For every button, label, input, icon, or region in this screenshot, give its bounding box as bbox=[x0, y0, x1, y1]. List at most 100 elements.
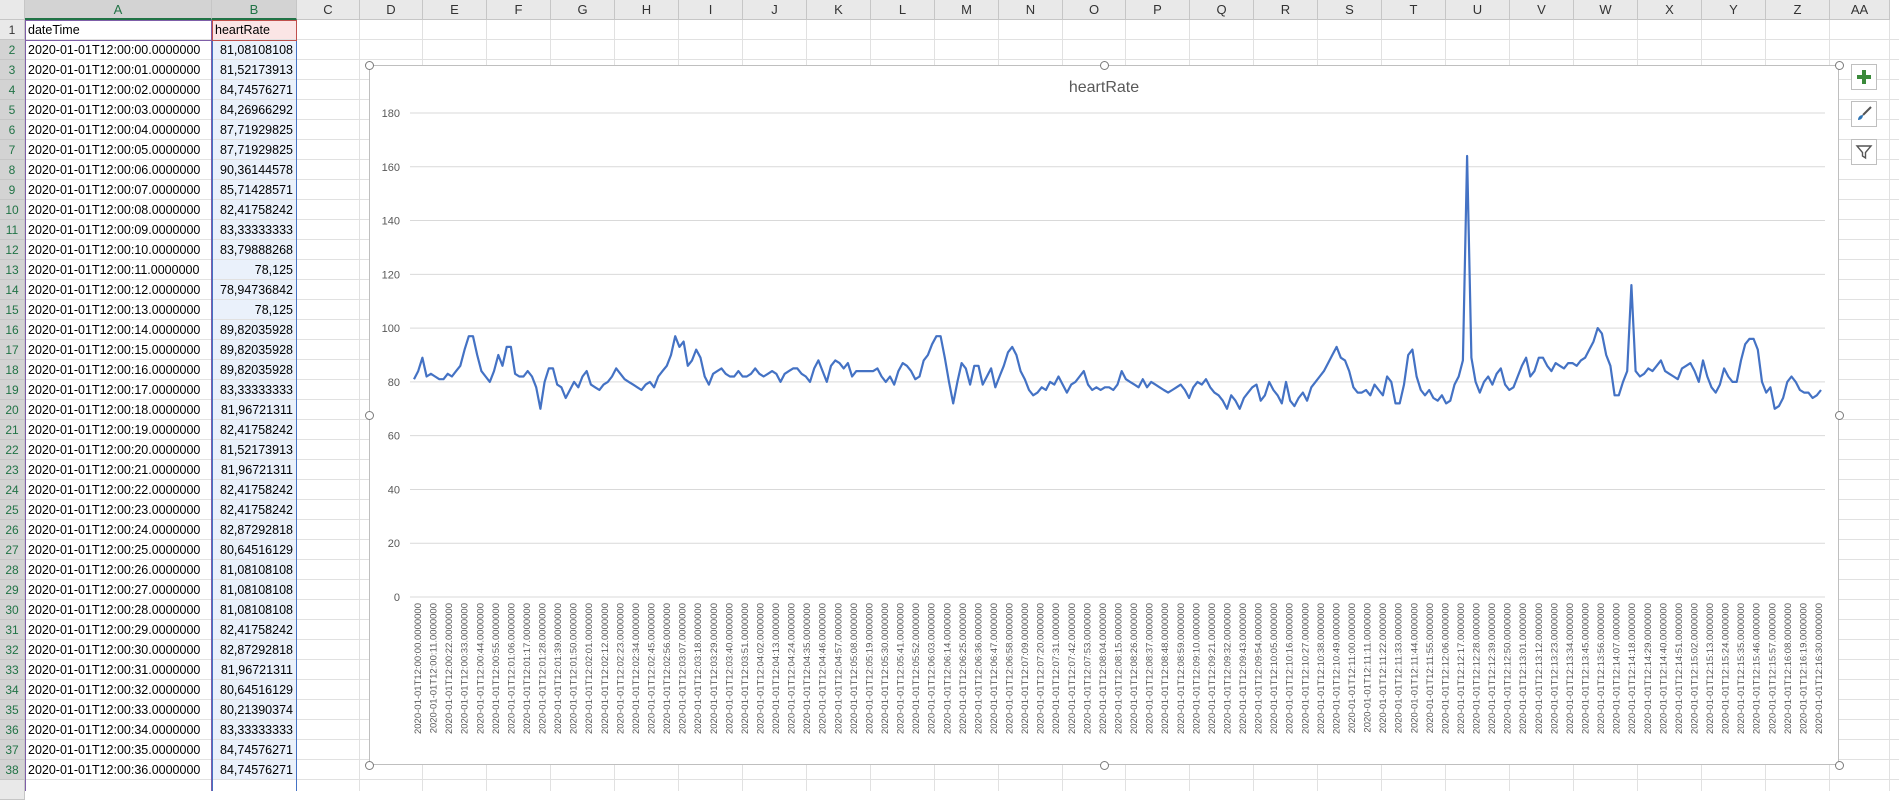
cell-heartrate[interactable]: 84,74576271 bbox=[212, 760, 297, 780]
column-header-a[interactable]: A bbox=[25, 0, 212, 20]
column-header-g[interactable]: G bbox=[551, 0, 615, 20]
row-header-9[interactable]: 9 bbox=[0, 180, 25, 200]
cell-datetime[interactable]: 2020-01-01T12:00:16.0000000 bbox=[25, 360, 212, 380]
row-header-38[interactable]: 38 bbox=[0, 760, 25, 780]
cell-datetime[interactable]: 2020-01-01T12:00:14.0000000 bbox=[25, 320, 212, 340]
column-header-p[interactable]: P bbox=[1126, 0, 1190, 20]
chart-filters-button[interactable] bbox=[1851, 139, 1877, 165]
column-header-j[interactable]: J bbox=[743, 0, 807, 20]
series-heartrate-line[interactable] bbox=[413, 154, 1822, 410]
cell-datetime[interactable]: 2020-01-01T12:00:11.0000000 bbox=[25, 260, 212, 280]
row-header-29[interactable]: 29 bbox=[0, 580, 25, 600]
cell-heartrate[interactable]: 89,82035928 bbox=[212, 360, 297, 380]
cell-datetime[interactable]: 2020-01-01T12:00:15.0000000 bbox=[25, 340, 212, 360]
cell-datetime[interactable]: 2020-01-01T12:00:27.0000000 bbox=[25, 580, 212, 600]
cell-datetime[interactable]: 2020-01-01T12:00:34.0000000 bbox=[25, 720, 212, 740]
cell-heartrate[interactable]: 81,96721311 bbox=[212, 460, 297, 480]
cell-heartrate[interactable]: 82,41758242 bbox=[212, 500, 297, 520]
cell-heartrate[interactable]: 81,96721311 bbox=[212, 660, 297, 680]
row-header-10[interactable]: 10 bbox=[0, 200, 25, 220]
cell-heartrate[interactable]: 82,87292818 bbox=[212, 640, 297, 660]
cell-heartrate[interactable]: 83,33333333 bbox=[212, 720, 297, 740]
cell-datetime[interactable]: 2020-01-01T12:00:23.0000000 bbox=[25, 500, 212, 520]
row-header-26[interactable]: 26 bbox=[0, 520, 25, 540]
row-header-31[interactable]: 31 bbox=[0, 620, 25, 640]
column-header-e[interactable]: E bbox=[423, 0, 487, 20]
cell-datetime[interactable]: 2020-01-01T12:00:00.0000000 bbox=[25, 40, 212, 60]
resize-handle-bottom-right[interactable] bbox=[1835, 761, 1844, 770]
column-header-h[interactable]: H bbox=[615, 0, 679, 20]
cell-datetime[interactable]: 2020-01-01T12:00:29.0000000 bbox=[25, 620, 212, 640]
row-header-23[interactable]: 23 bbox=[0, 460, 25, 480]
cell-datetime[interactable]: 2020-01-01T12:00:32.0000000 bbox=[25, 680, 212, 700]
cell-datetime[interactable]: 2020-01-01T12:00:19.0000000 bbox=[25, 420, 212, 440]
column-header-f[interactable]: F bbox=[487, 0, 551, 20]
cell-heartrate[interactable]: 89,82035928 bbox=[212, 320, 297, 340]
column-header-y[interactable]: Y bbox=[1702, 0, 1766, 20]
row-header-2[interactable]: 2 bbox=[0, 40, 25, 60]
resize-handle-bottom[interactable] bbox=[1100, 761, 1109, 770]
column-header-t[interactable]: T bbox=[1382, 0, 1446, 20]
cell-datetime[interactable]: 2020-01-01T12:00:09.0000000 bbox=[25, 220, 212, 240]
cell-heartrate[interactable]: 81,08108108 bbox=[212, 40, 297, 60]
row-header-19[interactable]: 19 bbox=[0, 380, 25, 400]
row-header-16[interactable]: 16 bbox=[0, 320, 25, 340]
cell-datetime[interactable]: 2020-01-01T12:00:33.0000000 bbox=[25, 700, 212, 720]
resize-handle-top[interactable] bbox=[1100, 61, 1109, 70]
cell-heartrate[interactable]: 82,41758242 bbox=[212, 480, 297, 500]
cell-heartrate[interactable]: 87,71929825 bbox=[212, 120, 297, 140]
cell-datetime[interactable]: 2020-01-01T12:00:04.0000000 bbox=[25, 120, 212, 140]
cell-heartrate[interactable]: 89,82035928 bbox=[212, 340, 297, 360]
row-header-30[interactable]: 30 bbox=[0, 600, 25, 620]
row-header-21[interactable]: 21 bbox=[0, 420, 25, 440]
cell-heartrate[interactable]: 81,52173913 bbox=[212, 440, 297, 460]
cell-heartrate[interactable]: 82,41758242 bbox=[212, 420, 297, 440]
cell-heartrate[interactable]: 80,21390374 bbox=[212, 700, 297, 720]
chart-styles-button[interactable] bbox=[1851, 101, 1877, 127]
header-cell-datetime[interactable]: dateTime bbox=[25, 20, 212, 40]
column-header-w[interactable]: W bbox=[1574, 0, 1638, 20]
chart-title[interactable]: heartRate bbox=[1069, 79, 1139, 96]
column-header-z[interactable]: Z bbox=[1766, 0, 1830, 20]
row-header-1[interactable]: 1 bbox=[0, 20, 25, 40]
row-header-27[interactable]: 27 bbox=[0, 540, 25, 560]
cell-datetime[interactable]: 2020-01-01T12:00:21.0000000 bbox=[25, 460, 212, 480]
cell-heartrate[interactable]: 90,36144578 bbox=[212, 160, 297, 180]
cell-heartrate[interactable]: 78,125 bbox=[212, 300, 297, 320]
chart-elements-button[interactable] bbox=[1851, 64, 1877, 90]
row-header-12[interactable]: 12 bbox=[0, 240, 25, 260]
cell-datetime[interactable]: 2020-01-01T12:00:06.0000000 bbox=[25, 160, 212, 180]
cell-datetime[interactable]: 2020-01-01T12:00:36.0000000 bbox=[25, 760, 212, 780]
cell-datetime[interactable]: 2020-01-01T12:00:03.0000000 bbox=[25, 100, 212, 120]
column-header-aa[interactable]: AA bbox=[1830, 0, 1890, 20]
cell-datetime[interactable]: 2020-01-01T12:00:01.0000000 bbox=[25, 60, 212, 80]
header-cell-heartrate[interactable]: heartRate bbox=[212, 20, 297, 40]
row-header-28[interactable]: 28 bbox=[0, 560, 25, 580]
cell-heartrate[interactable]: 81,96721311 bbox=[212, 400, 297, 420]
cell-heartrate[interactable]: 81,08108108 bbox=[212, 600, 297, 620]
cell-datetime[interactable]: 2020-01-01T12:00:22.0000000 bbox=[25, 480, 212, 500]
cell-heartrate[interactable]: 83,33333333 bbox=[212, 220, 297, 240]
cell-datetime[interactable]: 2020-01-01T12:00:10.0000000 bbox=[25, 240, 212, 260]
column-header-m[interactable]: M bbox=[935, 0, 999, 20]
row-header-17[interactable]: 17 bbox=[0, 340, 25, 360]
cell-datetime[interactable]: 2020-01-01T12:00:18.0000000 bbox=[25, 400, 212, 420]
row-header-34[interactable]: 34 bbox=[0, 680, 25, 700]
row-header-20[interactable]: 20 bbox=[0, 400, 25, 420]
cell-datetime[interactable]: 2020-01-01T12:00:07.0000000 bbox=[25, 180, 212, 200]
column-header-q[interactable]: Q bbox=[1190, 0, 1254, 20]
cell-heartrate[interactable]: 78,94736842 bbox=[212, 280, 297, 300]
cell-datetime[interactable]: 2020-01-01T12:00:28.0000000 bbox=[25, 600, 212, 620]
row-header-32[interactable]: 32 bbox=[0, 640, 25, 660]
line-chart[interactable]: heartRate 0 20 40 60 80 100 120 140 160 180 2020-… bbox=[369, 65, 1839, 765]
column-header-s[interactable]: S bbox=[1318, 0, 1382, 20]
cell-datetime[interactable]: 2020-01-01T12:00:13.0000000 bbox=[25, 300, 212, 320]
row-header-7[interactable]: 7 bbox=[0, 140, 25, 160]
cell-heartrate[interactable]: 83,33333333 bbox=[212, 380, 297, 400]
column-header-b[interactable]: B bbox=[212, 0, 297, 20]
column-header-c[interactable]: C bbox=[297, 0, 360, 20]
cell-heartrate[interactable]: 85,71428571 bbox=[212, 180, 297, 200]
cell-heartrate[interactable]: 82,41758242 bbox=[212, 200, 297, 220]
cell-datetime[interactable]: 2020-01-01T12:00:24.0000000 bbox=[25, 520, 212, 540]
cell-heartrate[interactable]: 80,64516129 bbox=[212, 540, 297, 560]
